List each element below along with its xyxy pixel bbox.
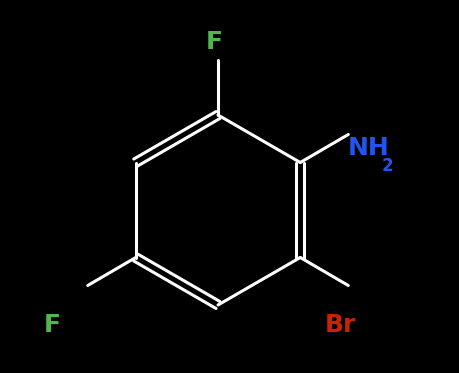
Text: F: F (205, 30, 222, 54)
Text: F: F (44, 313, 61, 337)
Text: NH: NH (347, 136, 389, 160)
Text: 2: 2 (381, 157, 393, 175)
Text: Br: Br (324, 313, 355, 337)
